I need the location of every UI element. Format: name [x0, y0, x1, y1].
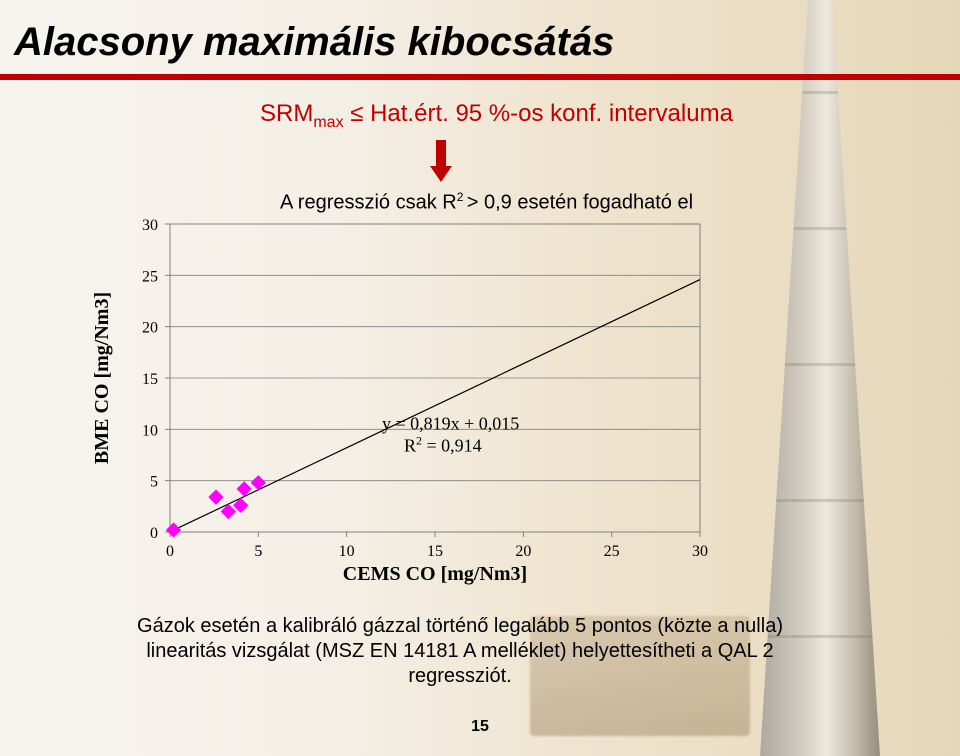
regression-note-prefix: A regresszió csak R: [280, 192, 457, 214]
svg-text:10: 10: [142, 422, 158, 439]
svg-text:15: 15: [142, 371, 158, 388]
slide-page: Alacsony maximális kibocsátás SRMmax ≤ H…: [0, 0, 960, 756]
regression-note: A regresszió csak R2 > 0,9 esetén fogadh…: [280, 190, 693, 215]
subtitle-srm: SRM: [260, 100, 313, 127]
regression-note-rest: > 0,9 esetén fogadható el: [467, 192, 693, 214]
subtitle: SRMmax ≤ Hat.ért. 95 %-os konf. interval…: [260, 100, 733, 132]
title-underline: [0, 74, 960, 80]
svg-text:20: 20: [142, 320, 158, 337]
subtitle-sub: max: [313, 114, 343, 131]
page-number: 15: [0, 718, 960, 736]
chart-container: 0 5 10 15 20 25 30 0 5 10 15 20 25 30 CEMS CO [mg/Nm3]…: [80, 212, 720, 592]
svg-text:5: 5: [254, 543, 262, 560]
subtitle-rest: ≤ Hat.ért. 95 %-os konf. intervaluma: [344, 100, 733, 127]
regression-note-sup: 2: [457, 190, 467, 204]
svg-text:y = 0,819x + 0,015: y = 0,819x + 0,015: [382, 413, 519, 433]
svg-text:CEMS CO [mg/Nm3]: CEMS CO [mg/Nm3]: [343, 563, 527, 585]
svg-text:0: 0: [166, 543, 174, 560]
svg-text:BME CO [mg/Nm3]: BME CO [mg/Nm3]: [91, 292, 113, 464]
svg-text:30: 30: [142, 217, 158, 234]
down-arrow-icon: [430, 140, 452, 180]
svg-text:20: 20: [515, 543, 531, 560]
svg-text:25: 25: [604, 543, 620, 560]
svg-text:0: 0: [150, 525, 158, 542]
svg-text:R2 = 0,914: R2 = 0,914: [404, 433, 482, 455]
footer-note: Gázok esetén a kalibráló gázzal történő …: [110, 614, 810, 689]
chart-svg: 0 5 10 15 20 25 30 0 5 10 15 20 25 30 CEMS CO [mg/Nm3]…: [80, 212, 720, 592]
svg-text:15: 15: [427, 543, 443, 560]
slide-title: Alacsony maximális kibocsátás: [14, 20, 614, 65]
svg-text:30: 30: [692, 543, 708, 560]
svg-text:25: 25: [142, 268, 158, 285]
svg-text:10: 10: [339, 543, 355, 560]
svg-text:5: 5: [150, 474, 158, 491]
